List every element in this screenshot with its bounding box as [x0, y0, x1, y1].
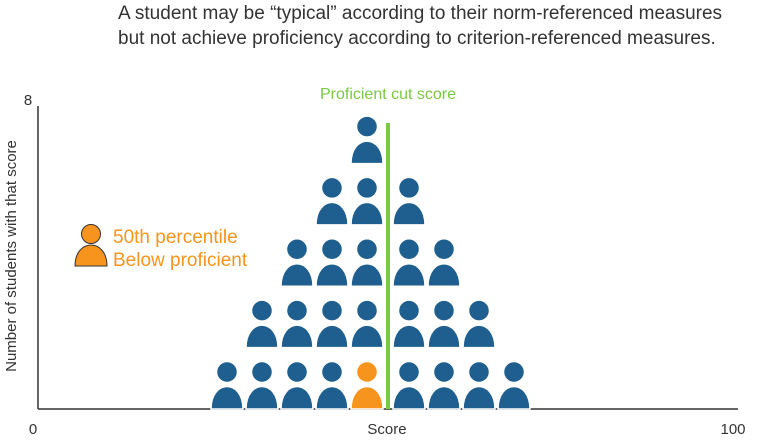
student-icon — [210, 360, 244, 410]
student-icon — [427, 299, 461, 349]
x-axis-title: Score — [367, 421, 406, 438]
x-tick-label-min: 0 — [29, 421, 37, 438]
student-icon — [427, 238, 461, 288]
student-icon — [392, 238, 426, 288]
highlight-student-icon — [350, 360, 384, 410]
student-icon — [392, 176, 426, 226]
student-icon — [315, 176, 349, 226]
legend-head-icon — [81, 224, 101, 244]
student-icon — [497, 360, 531, 410]
student-icon — [315, 299, 349, 349]
student-icon — [245, 299, 279, 349]
student-icon — [392, 360, 426, 410]
student-icon — [350, 238, 384, 288]
student-icon — [280, 238, 314, 288]
caption-line-2: but not achieve proficiency according to… — [118, 28, 716, 49]
student-icon — [350, 176, 384, 226]
student-icon — [427, 360, 461, 410]
student-icon — [280, 299, 314, 349]
student-icon — [245, 360, 279, 410]
student-icon — [315, 360, 349, 410]
caption-line-1: A student may be “typical” according to … — [118, 3, 723, 24]
chart-caption: A student may be “typical” according to … — [118, 1, 758, 51]
student-icon — [280, 360, 314, 410]
proficient-cut-label: Proficient cut score — [320, 86, 456, 103]
legend-person-icon — [74, 244, 108, 267]
student-icon — [462, 360, 496, 410]
student-icon — [350, 115, 384, 165]
legend-label-below-proficient: Below proficient — [113, 250, 248, 271]
legend-label-50th-percentile: 50th percentile — [113, 227, 238, 248]
student-icon — [392, 299, 426, 349]
student-icon — [462, 299, 496, 349]
student-icon — [350, 299, 384, 349]
x-tick-label-max: 100 — [720, 421, 745, 438]
student-icons — [210, 115, 531, 410]
y-tick-label-max: 8 — [24, 92, 32, 109]
student-icon — [315, 238, 349, 288]
legend: 50th percentile Below proficient — [74, 224, 248, 271]
y-axis-title: Number of students with that score — [3, 140, 20, 372]
